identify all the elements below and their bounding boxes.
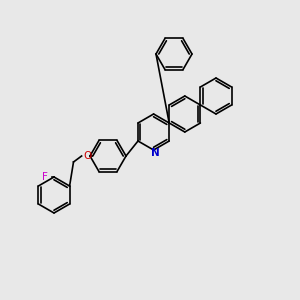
Text: N: N xyxy=(151,148,160,158)
Text: F: F xyxy=(42,172,48,182)
Text: O: O xyxy=(83,151,91,161)
